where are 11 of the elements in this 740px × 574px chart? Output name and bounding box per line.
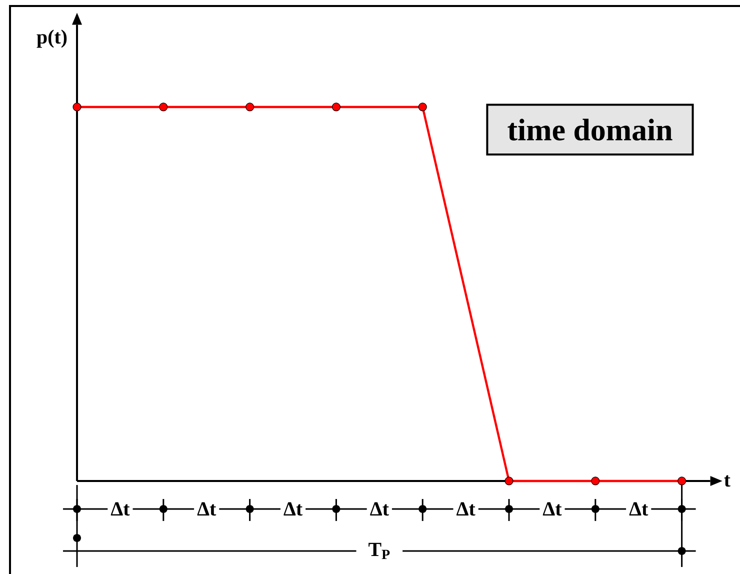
x-axis-title: t <box>724 475 730 487</box>
text: Δt <box>370 502 389 516</box>
text: Δt <box>542 502 562 516</box>
annotation: time domain <box>508 118 672 141</box>
text: Δt <box>629 502 648 516</box>
text: T$_{P}$ <box>368 542 390 560</box>
y-axis-title: p(t) <box>36 30 67 48</box>
text: Δt <box>456 502 476 516</box>
text: Δt <box>284 502 302 516</box>
text: Δt <box>110 502 130 516</box>
text: Δt <box>197 502 216 516</box>
